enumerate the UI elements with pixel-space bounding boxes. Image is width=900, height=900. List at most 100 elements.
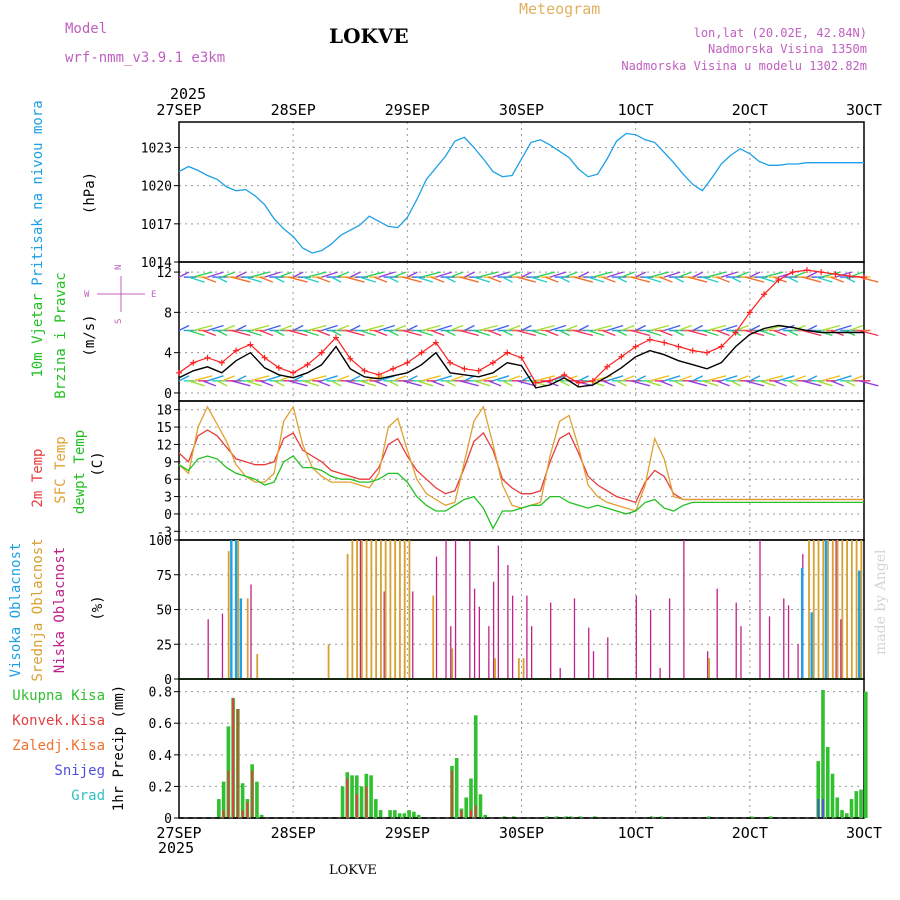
wind-barb bbox=[330, 380, 342, 387]
series-line--m-vjetar bbox=[178, 324, 864, 389]
wind-barb bbox=[221, 324, 236, 332]
y-tick-label: 50 bbox=[156, 604, 172, 619]
bar-ukupna-kisa bbox=[649, 816, 654, 818]
gust-marker bbox=[775, 277, 782, 284]
gust-marker bbox=[618, 353, 625, 360]
bar-visoka-oblacnost bbox=[230, 540, 233, 679]
bar-ukupna-kisa bbox=[854, 791, 859, 818]
bar-niska-oblacnost bbox=[683, 540, 685, 679]
compass-cross bbox=[97, 276, 145, 312]
bar-niska-oblacnost bbox=[649, 609, 652, 679]
bar-srednja-oblacnost bbox=[494, 658, 496, 679]
wind-barb bbox=[349, 375, 361, 382]
wind-barb bbox=[402, 380, 422, 387]
wind-barb bbox=[235, 375, 247, 382]
bar-ukupna-kisa bbox=[830, 773, 835, 818]
wind-barb bbox=[759, 276, 776, 283]
y-tick-label: 0 bbox=[164, 508, 172, 523]
wind-barb bbox=[421, 375, 441, 382]
gust-marker bbox=[732, 329, 739, 336]
wind-barb bbox=[207, 375, 224, 382]
bar-konvek-kisa bbox=[365, 786, 368, 818]
bar-konvek-kisa bbox=[222, 810, 225, 818]
wind-barb bbox=[316, 276, 331, 283]
bar-ukupna-kisa bbox=[378, 810, 383, 818]
wind-barb bbox=[330, 276, 342, 283]
bar-niska-oblacnost bbox=[835, 540, 837, 679]
wind-barb bbox=[721, 324, 738, 332]
gust-marker bbox=[832, 271, 839, 278]
bar-ukupna-kisa bbox=[511, 816, 516, 818]
x-tick-label-bottom: 1OCT bbox=[618, 824, 654, 842]
wind-barb bbox=[702, 380, 719, 387]
wind-barb bbox=[288, 380, 308, 387]
bar-niska-oblacnost bbox=[550, 602, 552, 679]
wind-barb bbox=[849, 375, 863, 382]
y-tick-label: 0.2 bbox=[149, 780, 172, 795]
gust-marker bbox=[361, 367, 368, 374]
bar-ukupna-kisa bbox=[840, 810, 844, 818]
wind-barb bbox=[759, 380, 776, 387]
wind-barb bbox=[706, 271, 727, 278]
x-tick-label-top: 30SEP bbox=[499, 101, 544, 119]
bar-ukupna-kisa bbox=[749, 816, 754, 818]
wind-barb bbox=[392, 271, 407, 278]
wind-barb bbox=[464, 324, 475, 332]
station-title: LOKVE bbox=[329, 24, 409, 48]
wind-barb bbox=[316, 329, 331, 337]
y-tick-label: 4 bbox=[164, 347, 172, 362]
wind-barb bbox=[193, 324, 213, 332]
wind-barb bbox=[235, 324, 247, 332]
bar-ukupna-kisa bbox=[844, 813, 849, 818]
bar-srednja-oblacnost bbox=[822, 540, 825, 679]
bar-srednja-oblacnost bbox=[408, 540, 411, 679]
panel-pressure: 1014 1017 1020 1023 Pritisak na nivou mora (h… bbox=[30, 100, 865, 286]
wind-barb bbox=[288, 276, 308, 283]
bar-ukupna-kisa bbox=[397, 813, 402, 818]
wind-barb bbox=[749, 324, 761, 332]
year-bottom: 2025 bbox=[158, 839, 194, 857]
wind-barb bbox=[359, 276, 376, 283]
wind-barb bbox=[630, 380, 651, 387]
bar-srednja-oblacnost bbox=[346, 553, 349, 679]
bar-srednja-oblacnost bbox=[451, 648, 454, 679]
model-name: wrf-nmm_v3.9.1 e3km bbox=[65, 50, 225, 66]
bar-ukupna-kisa bbox=[659, 816, 664, 818]
bar-ukupna-kisa bbox=[864, 691, 868, 818]
bar-niska-oblacnost bbox=[454, 540, 457, 679]
wind-barb bbox=[816, 380, 833, 387]
wind-barb bbox=[402, 276, 422, 283]
wind-barb bbox=[430, 276, 445, 283]
wind-barb bbox=[235, 271, 247, 278]
y-tick-label: 12 bbox=[156, 266, 172, 281]
bar-snijeg bbox=[817, 799, 820, 818]
wind-barb bbox=[778, 324, 795, 332]
wind-barb bbox=[787, 276, 799, 283]
bar-srednja-oblacnost bbox=[237, 540, 240, 679]
x-tick-label-bottom: 3OCT bbox=[846, 824, 882, 842]
wind-barb bbox=[387, 380, 399, 387]
wind-barb bbox=[673, 329, 685, 337]
x-tick-label-bottom: 2OCT bbox=[732, 824, 768, 842]
y-tick-label: 6 bbox=[164, 473, 172, 488]
bar-srednja-oblacnost bbox=[394, 540, 397, 679]
bar-srednja-oblacnost bbox=[846, 540, 848, 679]
bar-niska-oblacnost bbox=[507, 565, 509, 679]
bar-konvek-kisa bbox=[474, 805, 477, 818]
wind-barb bbox=[502, 276, 513, 283]
bar-niska-oblacnost bbox=[359, 540, 362, 679]
bar-ukupna-kisa bbox=[835, 797, 840, 818]
bar-srednja-oblacnost bbox=[855, 540, 858, 679]
wind-barb bbox=[416, 329, 434, 337]
gust-marker bbox=[532, 379, 539, 386]
label-wind-desc: Brzina i Pravac bbox=[53, 272, 69, 398]
gust-marker bbox=[575, 379, 582, 386]
bar-konvek-kisa bbox=[450, 770, 453, 818]
wind-barb bbox=[307, 375, 327, 382]
bar-srednja-oblacnost bbox=[370, 540, 373, 679]
bar-ukupna-kisa bbox=[768, 816, 773, 818]
wind-barb bbox=[521, 324, 532, 332]
gust-marker bbox=[375, 371, 382, 378]
wind-barb bbox=[659, 380, 673, 387]
wind-barb bbox=[606, 271, 624, 278]
